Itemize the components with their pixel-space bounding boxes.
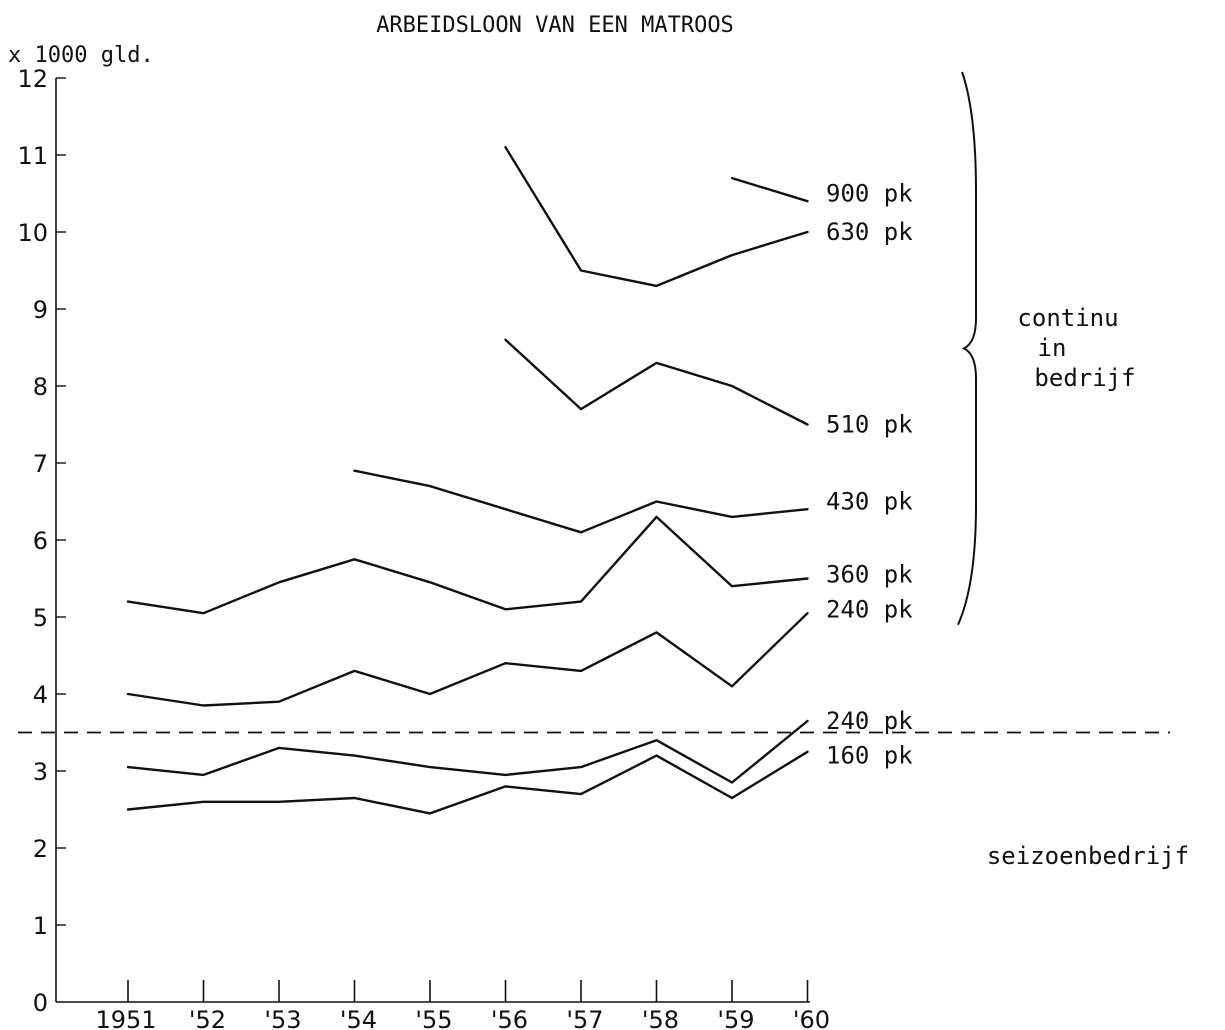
y-tick-label: 8 [33, 373, 48, 401]
series-label-7: 240 pk [826, 707, 913, 735]
x-tick-label: 1951 [95, 1006, 156, 1030]
x-tick-label: '57 [566, 1006, 603, 1030]
x-tick-label: '59 [717, 1006, 754, 1030]
series-line-4 [353, 469, 809, 534]
y-tick-label: 4 [33, 681, 48, 709]
series-line-3 [504, 338, 809, 426]
series-label-1: 900 pk [826, 180, 913, 208]
series-line-1 [504, 146, 809, 288]
series-line-7 [126, 719, 809, 784]
x-tick-label: '52 [189, 1006, 226, 1030]
y-tick-label: 7 [33, 450, 48, 478]
group-label-continu-line-3: bedrijf [1034, 364, 1135, 392]
series-line-6 [126, 612, 809, 707]
y-tick-label: 5 [33, 604, 48, 632]
series-lines [126, 146, 809, 815]
y-tick-label: 11 [17, 142, 48, 170]
x-tick-label: '60 [793, 1006, 830, 1030]
y-tick-label: 2 [33, 835, 48, 863]
series-label-5: 360 pk [826, 561, 913, 589]
series-line-2 [730, 176, 809, 203]
chart-title: ARBEIDSLOON VAN EEN MATROOS [376, 13, 734, 38]
series-label-4: 430 pk [826, 488, 913, 516]
series-label-8: 160 pk [826, 742, 913, 770]
group-label-continu-line-2: in [1038, 334, 1067, 362]
group-label-continu-line-1: continu [1017, 304, 1118, 332]
series-label-6: 240 pk [826, 595, 913, 623]
series-line-8 [126, 750, 809, 815]
series-label-3: 510 pk [826, 411, 913, 439]
brace-continu [957, 71, 977, 626]
y-tick-label: 12 [17, 65, 48, 93]
series-label-2: 630 pk [826, 218, 913, 246]
x-tick-label: '55 [415, 1006, 452, 1030]
y-tick-label: 1 [33, 912, 48, 940]
x-tick-label: '58 [642, 1006, 679, 1030]
y-tick-label: 3 [33, 758, 48, 786]
x-tick-label: '56 [491, 1006, 528, 1030]
y-tick-label: 10 [17, 219, 48, 247]
series-line-5 [126, 515, 809, 615]
y-axis-label: x 1000 gld. [8, 43, 154, 68]
axes [55, 78, 810, 1003]
x-ticks: 1951 '52 '53 '54 '55 '56 '57 '58 '59 '60 [95, 980, 830, 1030]
x-tick-label: '54 [340, 1006, 377, 1030]
y-tick-label: 9 [33, 296, 48, 324]
series-labels: 900 pk 630 pk 510 pk 430 pk 360 pk 240 pk 240 … [826, 180, 913, 770]
y-tick-label: 6 [33, 527, 48, 555]
x-tick-label: '53 [264, 1006, 301, 1030]
group-label-seizoenbedrijf: seizoenbedrijf [987, 842, 1189, 870]
y-tick-label: 0 [33, 989, 48, 1017]
